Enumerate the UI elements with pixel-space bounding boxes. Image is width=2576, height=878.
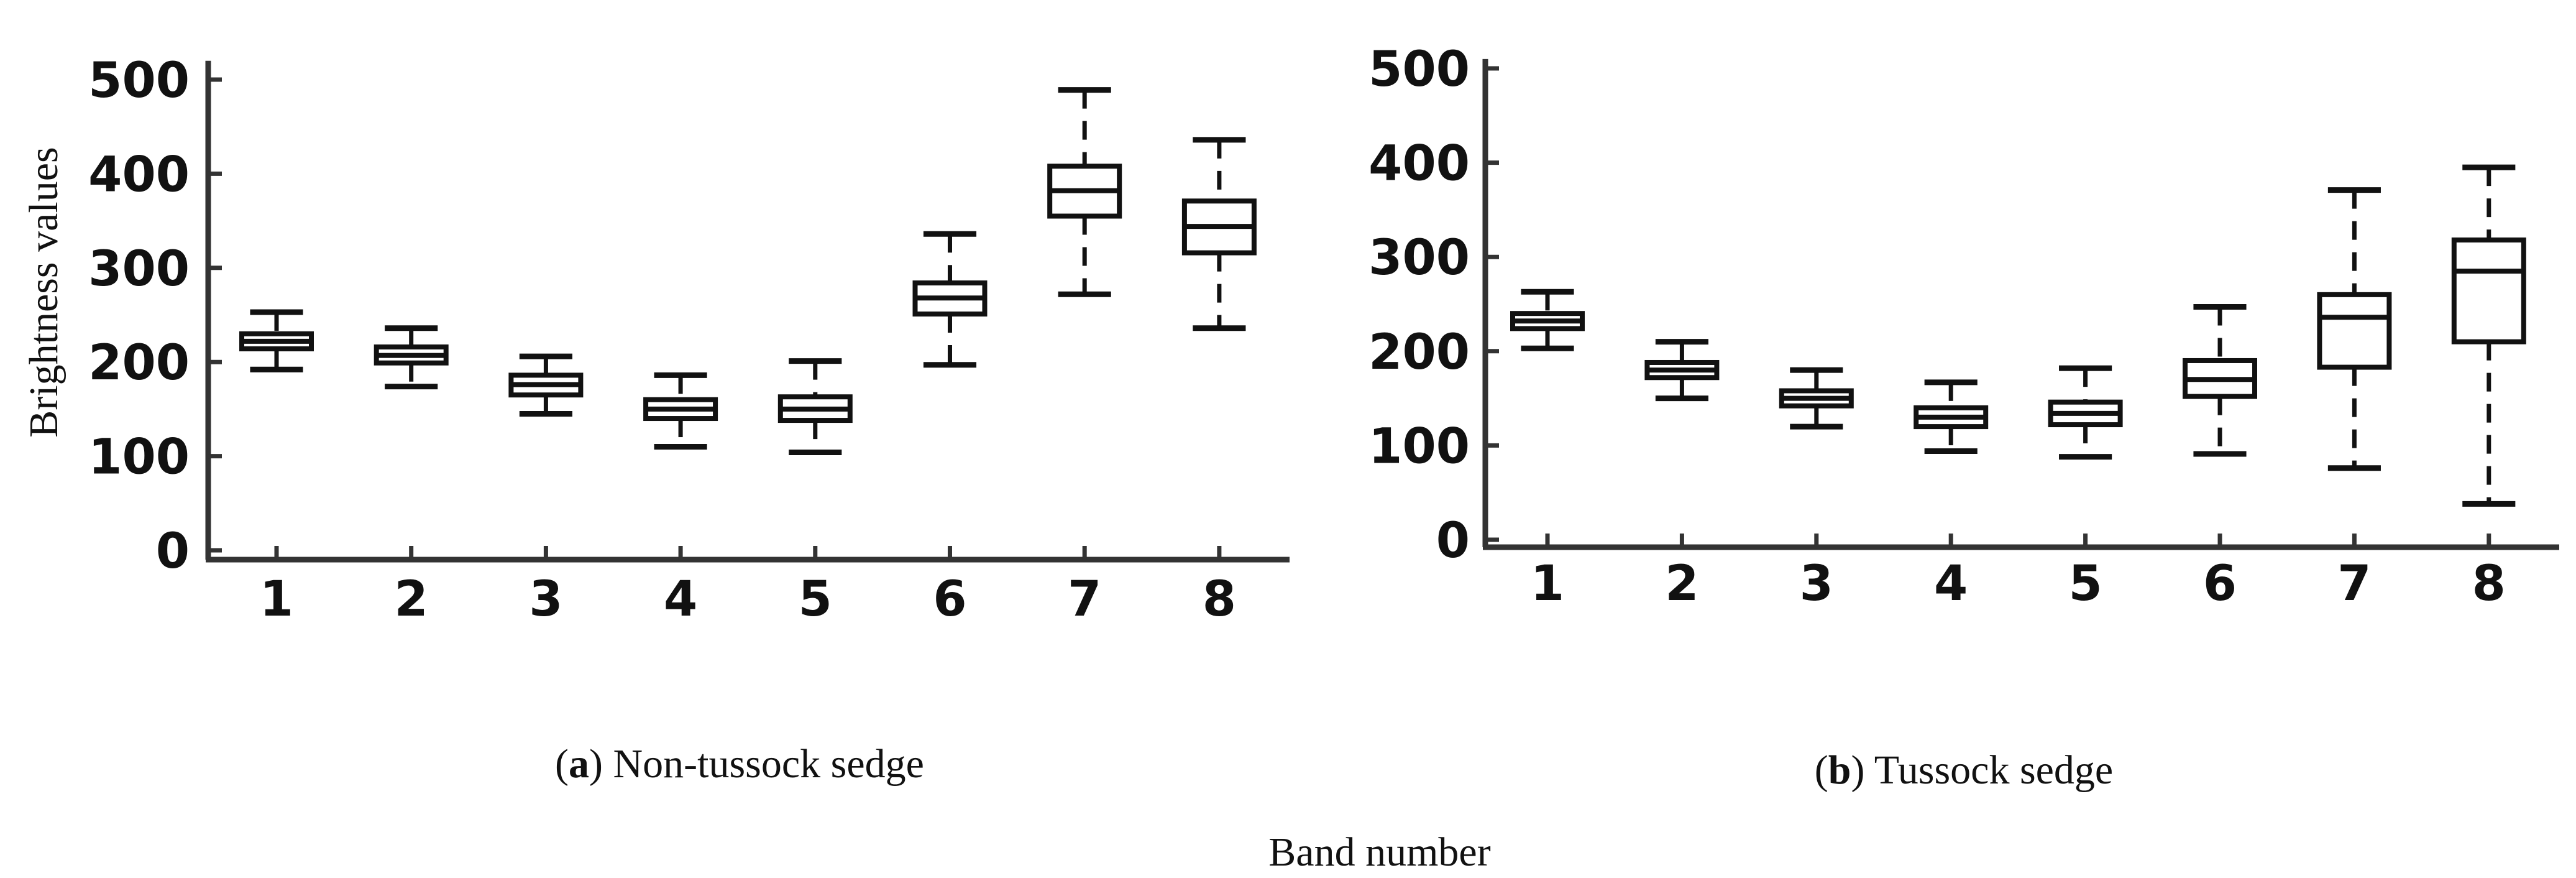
- x-tick-label: 1: [260, 571, 293, 627]
- y-tick-label: 400: [1368, 136, 1470, 192]
- x-tick-label: 4: [664, 571, 697, 627]
- x-tick-label: 7: [2337, 556, 2371, 612]
- y-tick-label: 500: [88, 53, 190, 109]
- x-tick-label: 6: [933, 571, 966, 627]
- caption-a: (a) Non-tussock sedge: [555, 741, 924, 787]
- x-tick-label: 3: [529, 571, 562, 627]
- y-tick-label: 300: [88, 241, 190, 297]
- y-tick-label: 400: [88, 147, 190, 203]
- y-tick-label: 0: [156, 524, 190, 580]
- y-tick-label: 0: [1436, 513, 1470, 569]
- y-tick-label: 300: [1368, 230, 1470, 286]
- x-tick-label: 4: [1934, 556, 1968, 612]
- caption-b-letter: b: [1828, 747, 1851, 793]
- x-tick-label: 3: [1800, 556, 1833, 612]
- x-tick-label: 1: [1531, 556, 1564, 612]
- x-tick-label: 5: [799, 571, 832, 627]
- y-tick-label: 200: [88, 335, 190, 391]
- y-tick-label: 100: [88, 430, 190, 486]
- x-tick-label: 8: [2472, 556, 2506, 612]
- y-tick-label: 100: [1368, 418, 1470, 474]
- x-tick-label: 2: [1665, 556, 1698, 612]
- caption-a-text: Non-tussock sedge: [613, 741, 924, 787]
- x-tick-label: 5: [2068, 556, 2102, 612]
- box-iqr: [2317, 292, 2392, 370]
- y-axis-label: Brightness values: [21, 147, 66, 437]
- caption-b-text: Tussock sedge: [1874, 747, 2113, 793]
- panel-b: 0 100 200 300 400 500 1 2 3 4 5 6 7 8: [1368, 42, 2559, 612]
- box-iqr: [2451, 237, 2526, 344]
- caption-a-letter: a: [569, 741, 589, 787]
- panel-a: 0 100 200 300 400 500 1 2 3 4 5 6 7 8: [88, 53, 1290, 627]
- caption-b: (b) Tussock sedge: [1815, 747, 2113, 793]
- x-tick-label: 7: [1068, 571, 1101, 627]
- x-axis-label: Band number: [1268, 829, 1490, 875]
- x-tick-label: 8: [1203, 571, 1236, 627]
- y-tick-label: 200: [1368, 325, 1470, 381]
- y-tick-label: 500: [1368, 42, 1470, 98]
- x-tick-label: 2: [395, 571, 428, 627]
- x-tick-label: 6: [2203, 556, 2237, 612]
